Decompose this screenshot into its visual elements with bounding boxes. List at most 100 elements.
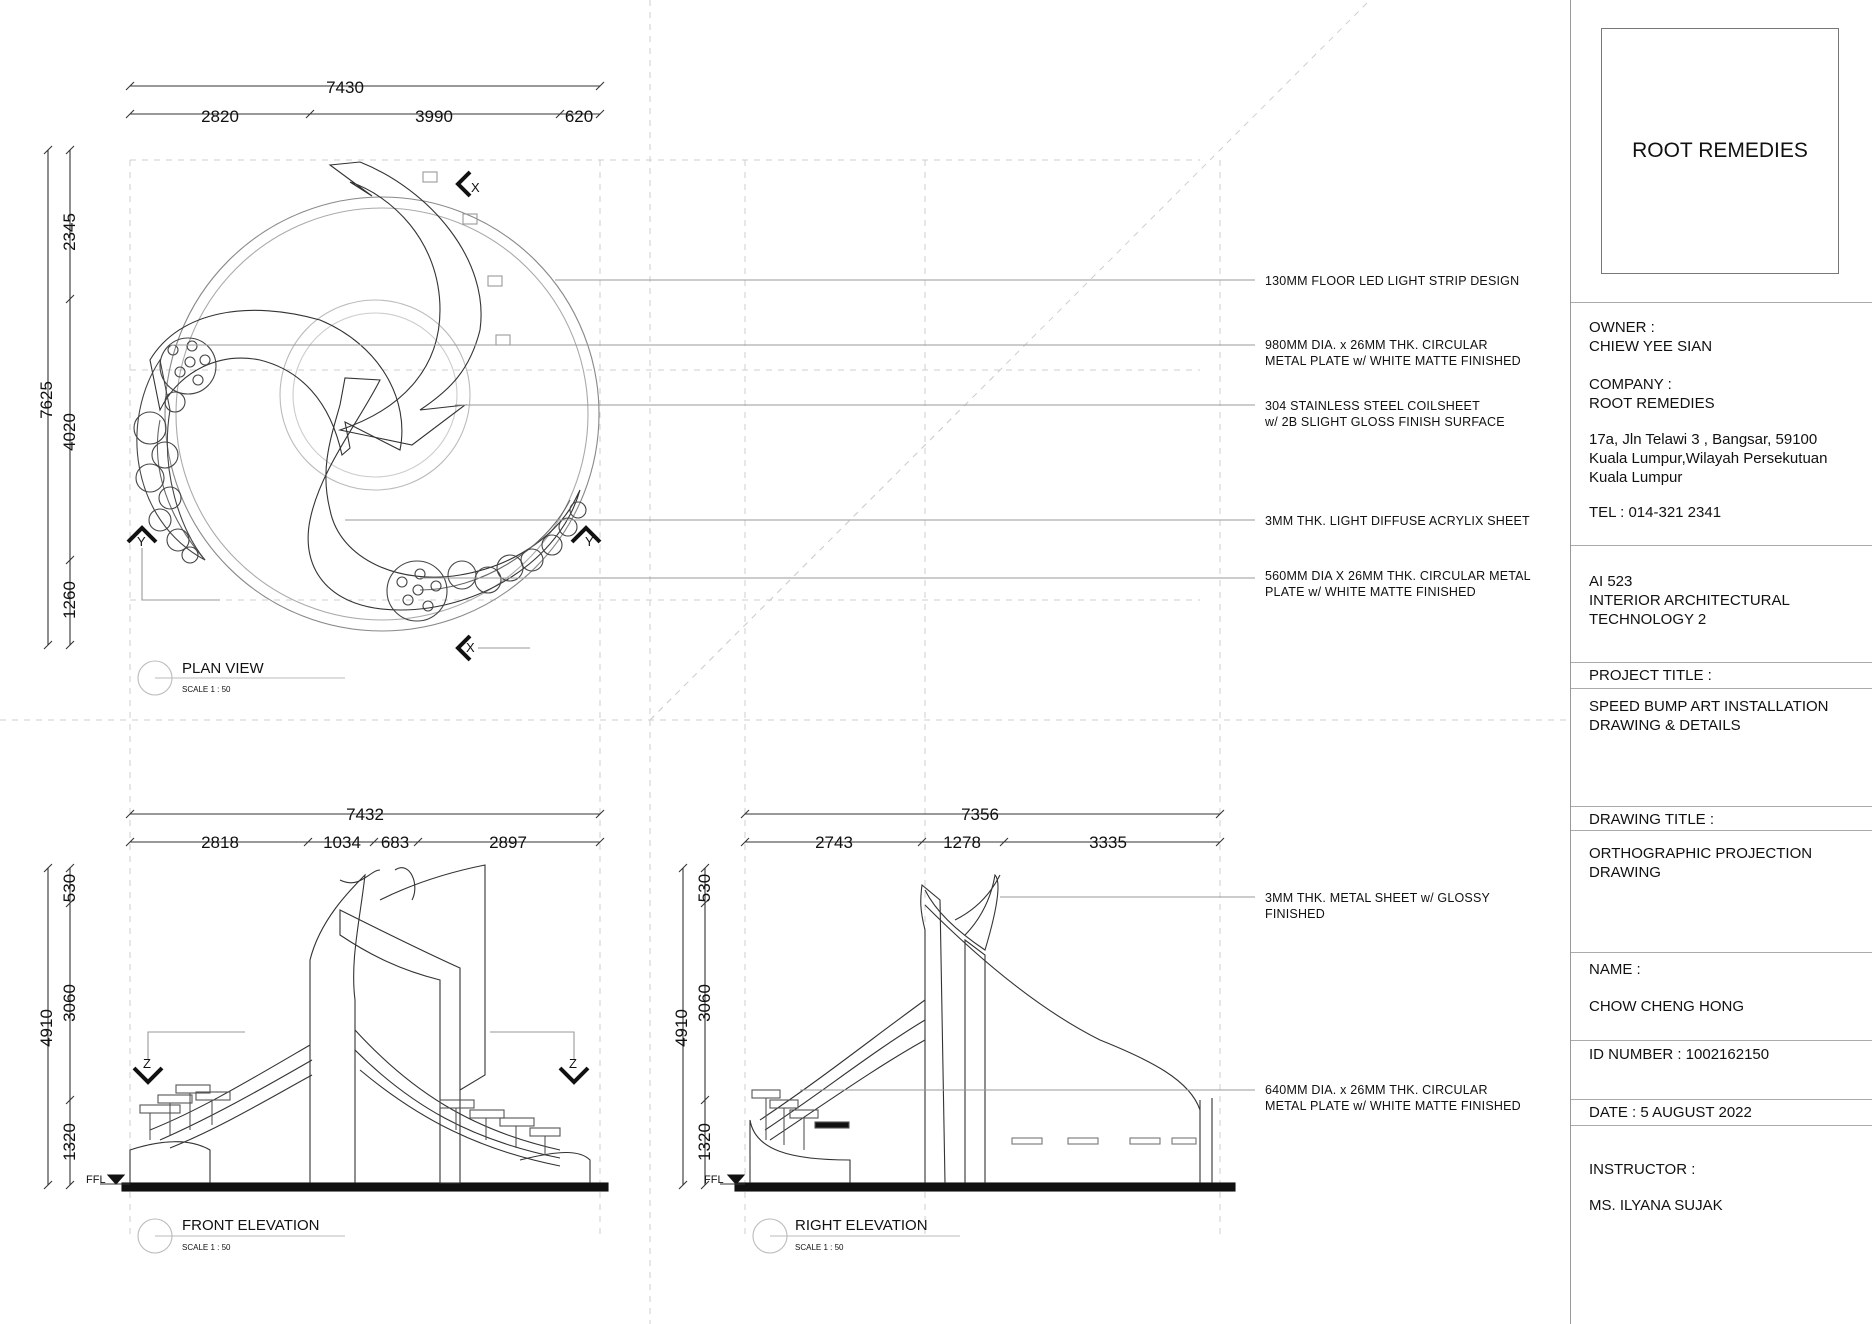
divider <box>1571 302 1872 303</box>
right-dim-b: 1278 <box>943 833 981 852</box>
right-strand-3 <box>769 1039 926 1141</box>
divider <box>1571 1099 1872 1100</box>
name-value: CHOW CHENG HONG <box>1589 998 1744 1015</box>
plan-dim-left-overall: 7625 <box>37 381 56 419</box>
drawing-value: ORTHOGRAPHIC PROJECTION DRAWING <box>1589 845 1813 881</box>
company-address: 17a, Jln Telawi 3 , Bangsar, 59100 Kuala… <box>1589 431 1828 486</box>
front-title: FRONT ELEVATION <box>182 1217 320 1234</box>
outer-ring <box>175 207 589 621</box>
front-left-base <box>129 1141 211 1183</box>
front-blade-4 <box>394 867 416 901</box>
divider <box>1571 1040 1872 1041</box>
blade-right-inner <box>419 499 571 591</box>
owner-value: CHIEW YEE SIAN <box>1589 338 1713 355</box>
right-left-base <box>749 1119 851 1183</box>
note-led-strip: 130MM FLOOR LED LIGHT STRIP DESIGN <box>1265 274 1519 288</box>
drawing-label: DRAWING TITLE : <box>1589 811 1715 828</box>
front-ground-slab <box>121 1182 609 1192</box>
right-dim-left-b: 3060 <box>695 984 714 1022</box>
front-ffl-arrow <box>106 1174 126 1185</box>
project-label: PROJECT TITLE : <box>1589 667 1712 684</box>
id-number: ID NUMBER : 1002162150 <box>1589 1046 1770 1063</box>
note-acrylic: 3MM THK. LIGHT DIFFUSE ACRYLIX SHEET <box>1265 514 1530 528</box>
inner-ring-a <box>279 299 471 491</box>
front-scale: SCALE 1 : 50 <box>182 1243 231 1252</box>
section-label-y-right: Y <box>585 534 594 549</box>
section-label-x-top: X <box>471 180 480 195</box>
right-dim-left-overall: 4910 <box>672 1009 691 1047</box>
plan-dim-left-c: 1260 <box>60 581 79 619</box>
front-plates-left <box>139 1084 231 1140</box>
front-strand-right-1 <box>354 1029 561 1151</box>
blade-left-inner <box>156 419 206 561</box>
note-metal-sheet-2: FINISHED <box>1265 907 1325 921</box>
front-dim-left-c: 1320 <box>60 1123 79 1161</box>
right-dim-overall: 7356 <box>961 805 999 824</box>
plan-dim-left-a: 2345 <box>60 213 79 251</box>
project-value: SPEED BUMP ART INSTALLATION DRAWING & DE… <box>1589 698 1829 734</box>
left-crescent <box>136 358 206 561</box>
front-blade-5 <box>339 869 381 884</box>
plan-title: PLAN VIEW <box>182 660 265 677</box>
blade-top <box>328 161 482 446</box>
front-strand-left-3 <box>169 1074 313 1149</box>
right-column-2 <box>964 938 986 1183</box>
plan-dim-left-b: 4020 <box>60 413 79 451</box>
right-scale: SCALE 1 : 50 <box>795 1243 844 1252</box>
note-coilsheet-1: 304 STAINLESS STEEL COILSHEET <box>1265 399 1480 413</box>
divider <box>1571 545 1872 546</box>
front-dim-a: 2818 <box>201 833 239 852</box>
front-elevation <box>43 809 609 1254</box>
note-640-plate-2: METAL PLATE w/ WHITE MATTE FINISHED <box>1265 1099 1521 1113</box>
divider <box>1571 952 1872 953</box>
led-strip-ring <box>164 196 600 632</box>
divider <box>1571 1125 1872 1126</box>
logo-box: ROOT REMEDIES <box>1601 28 1839 274</box>
led-boxes <box>422 171 511 346</box>
right-discs <box>386 501 587 622</box>
right-dim-left-a: 530 <box>695 874 714 902</box>
course-info: AI 523 INTERIOR ARCHITECTURAL TECHNOLOGY… <box>1589 573 1790 628</box>
logo-text: ROOT REMEDIES <box>1632 139 1808 162</box>
right-dim-c: 3335 <box>1089 833 1127 852</box>
plan-dim-top <box>125 81 605 119</box>
company-value: ROOT REMEDIES <box>1589 395 1715 412</box>
front-strand-right-2 <box>354 1049 561 1159</box>
instructor-value: MS. ILYANA SUJAK <box>1589 1197 1723 1214</box>
section-label-x-bottom: X <box>466 640 475 655</box>
right-blade-top <box>924 873 999 951</box>
front-plates-right <box>439 1099 561 1155</box>
plan-dim-a: 2820 <box>201 107 239 126</box>
note-metal-sheet-1: 3MM THK. METAL SHEET w/ GLOSSY <box>1265 891 1490 905</box>
front-dim-c: 683 <box>381 833 409 852</box>
leader-lines <box>170 279 1255 1091</box>
note-560-plate-1: 560MM DIA X 26MM THK. CIRCULAR METAL <box>1265 569 1531 583</box>
front-dim-overall: 7432 <box>346 805 384 824</box>
front-marker-z-right <box>558 1066 590 1085</box>
right-dim-a: 2743 <box>815 833 853 852</box>
divider <box>1571 662 1872 663</box>
front-blade-main <box>309 873 366 1183</box>
right-ffl-arrow <box>726 1174 746 1185</box>
front-blade-2 <box>339 909 461 1184</box>
blade-left <box>149 309 403 457</box>
front-dim-left-overall: 4910 <box>37 1009 56 1047</box>
plan-dim-b: 3990 <box>415 107 453 126</box>
right-column-1 <box>920 883 946 1184</box>
divider <box>1571 806 1872 807</box>
note-560-plate-2: PLATE w/ WHITE MATTE FINISHED <box>1265 585 1476 599</box>
right-title: RIGHT ELEVATION <box>795 1217 928 1234</box>
right-elevation <box>678 809 1236 1254</box>
owner-label: OWNER : <box>1589 319 1655 336</box>
right-plates-left <box>751 1089 850 1150</box>
section-marker-x-bottom <box>455 634 530 662</box>
front-dim-left-b: 3060 <box>60 984 79 1022</box>
front-ffl-label: FFL <box>86 1174 106 1186</box>
right-strand-1 <box>759 999 926 1121</box>
right-strand-2 <box>764 1019 926 1131</box>
left-discs <box>133 337 217 564</box>
date: DATE : 5 AUGUST 2022 <box>1589 1104 1752 1121</box>
note-coilsheet-2: w/ 2B SLIGHT GLOSS FINISH SURFACE <box>1264 415 1505 429</box>
divider <box>1571 830 1872 831</box>
